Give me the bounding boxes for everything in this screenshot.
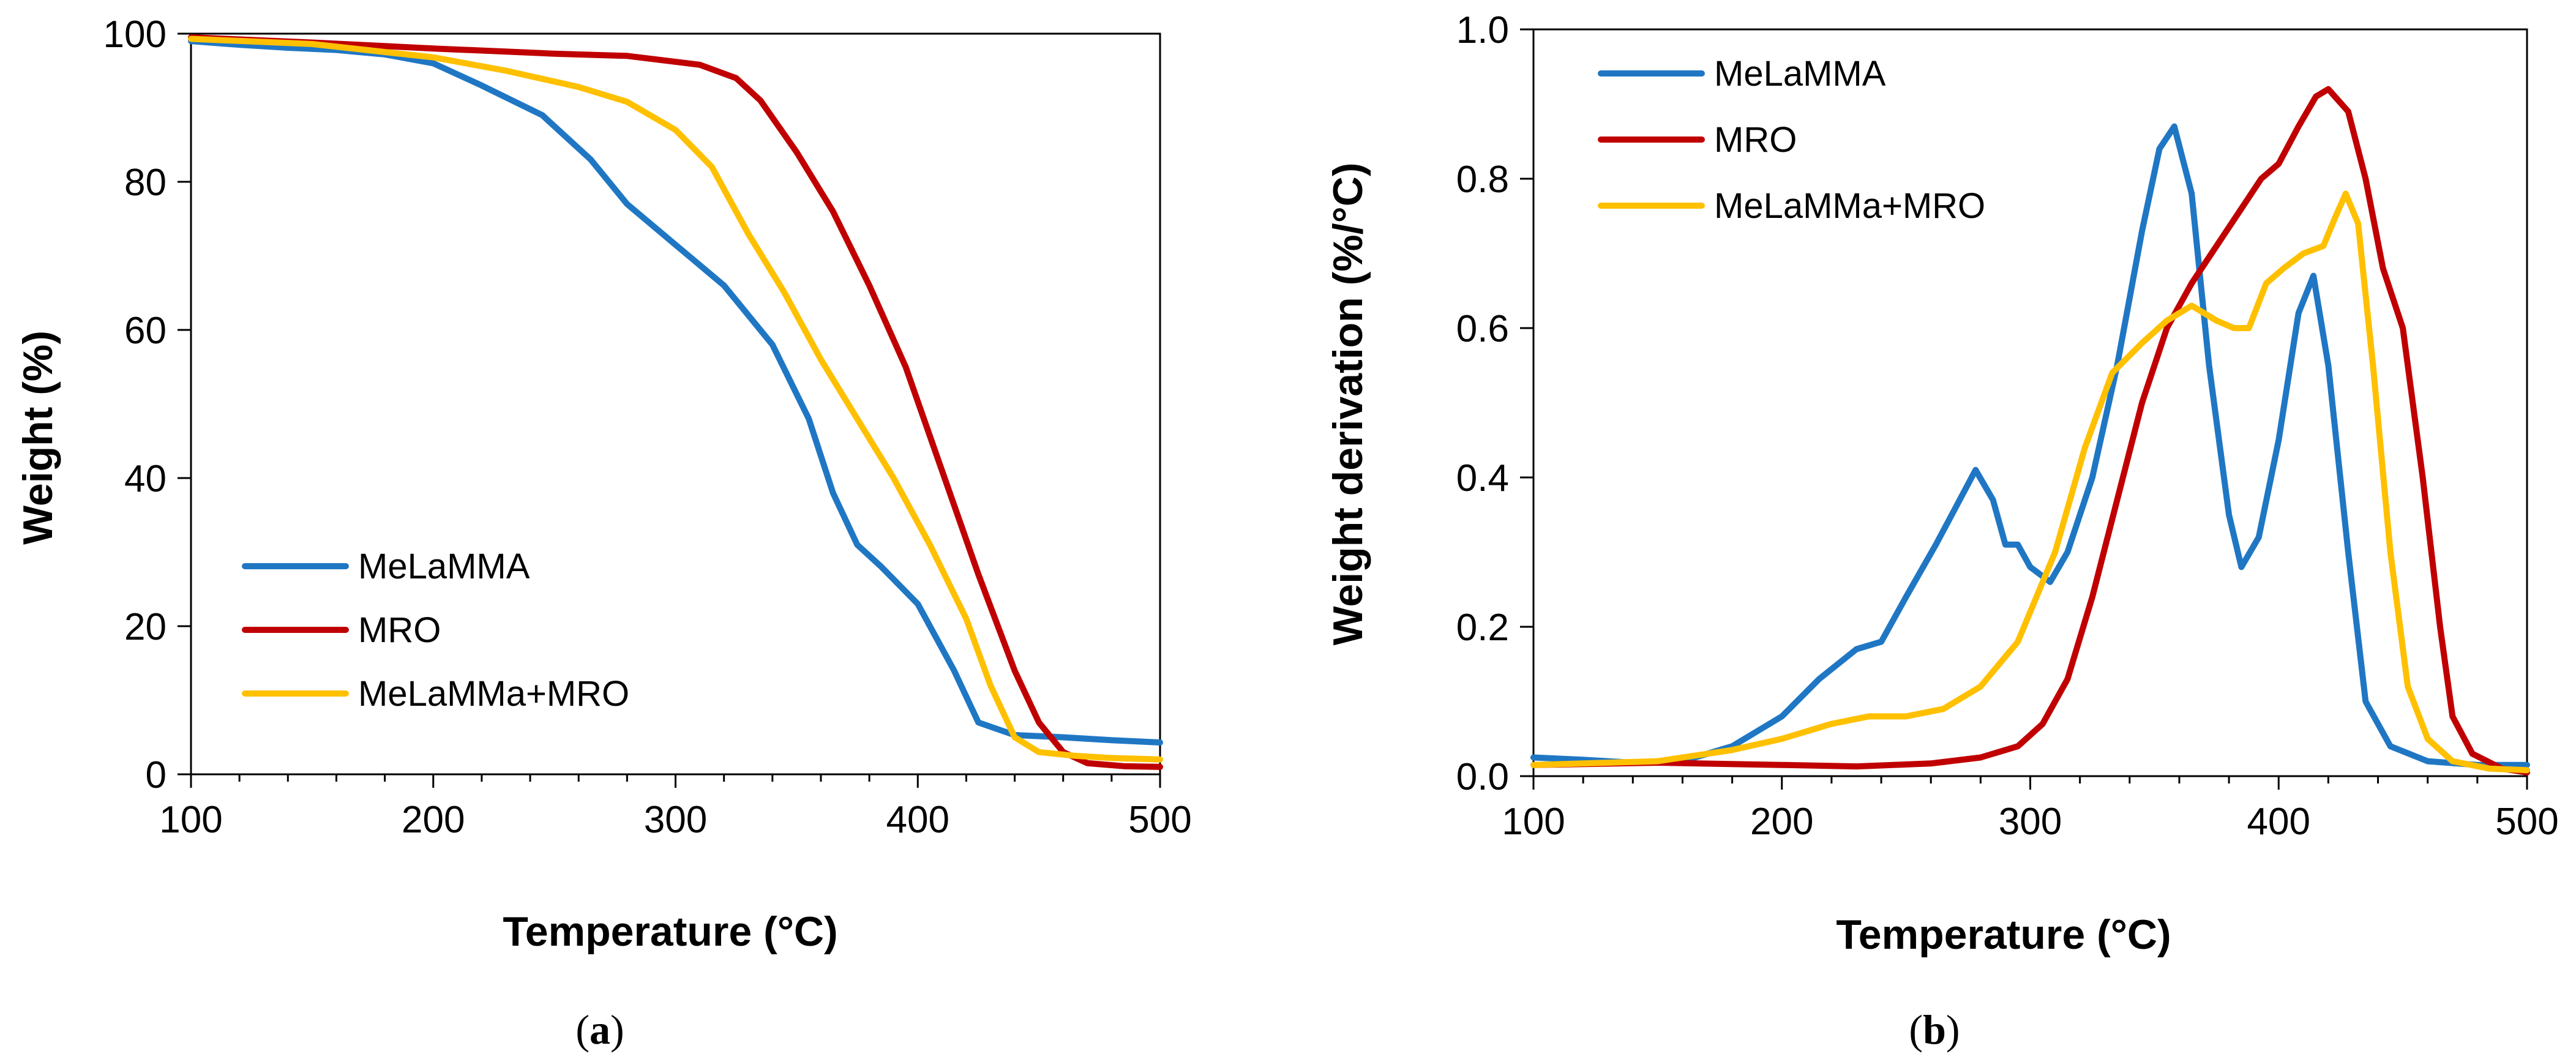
legend-label-a: MeLaMMa+MRO [358, 674, 629, 714]
y-tick-label-a: 80 [124, 162, 167, 204]
x-tick-label-a: 100 [159, 799, 222, 841]
x-tick-label-b: 200 [1750, 801, 1813, 843]
legend-label-b: MeLaMMA [1714, 54, 1886, 94]
legend-label-b: MeLaMMa+MRO [1714, 186, 1985, 226]
legend-label-a: MRO [358, 610, 441, 650]
x-axis-title-b: Temperature (°C) [1836, 911, 2171, 958]
y-axis-title-b: Weight derivation (%/°C) [1325, 162, 1371, 645]
series-line-melamma-b [1530, 123, 2530, 768]
x-tick-label-b: 100 [1502, 801, 1565, 843]
chart-panel-b: 100 200 300 400 500 0.0 0.2 0.4 0.6 0.8 1.0 MeLaMMA… [1325, 9, 2559, 1053]
y-tick-label-a: 60 [124, 310, 167, 352]
y-tick-label-b: 0.0 [1456, 756, 1509, 798]
x-tick-label-b: 400 [2247, 801, 2310, 843]
caption-letter-a: a [590, 1006, 610, 1053]
y-tick-label-a: 0 [146, 754, 167, 796]
y-tick-label-a: 40 [124, 458, 167, 500]
y-tick-label-b: 0.6 [1456, 308, 1509, 350]
plot-area-a: 100 200 300 400 500 0 20 40 60 80 100 MeLaMMA MRO MeL… [103, 13, 1192, 841]
y-axis-title-a: Weight (%) [15, 331, 61, 545]
y-tick-label-b: 1.0 [1456, 9, 1509, 51]
x-tick-label-a: 300 [644, 799, 707, 841]
legend-label-b: MRO [1714, 120, 1797, 160]
y-tick-label-a: 100 [103, 13, 167, 56]
x-tick-label-a: 200 [402, 799, 465, 841]
series-line-melamma-mro-a [188, 36, 1163, 763]
series-line-mro-a [188, 34, 1163, 770]
legend-label-a: MeLaMMA [358, 547, 530, 586]
series-line-melamma-mro-b [1530, 190, 2530, 774]
plot-area-b: 100 200 300 400 500 0.0 0.2 0.4 0.6 0.8 1.0 MeLaMMA… [1456, 9, 2559, 843]
x-axis-title-a: Temperature (°C) [503, 908, 837, 955]
caption-a: (a) [575, 1006, 624, 1053]
chart-panel-a: 100 200 300 400 500 0 20 40 60 80 100 MeLaMMA MRO MeL… [15, 13, 1192, 1053]
caption-letter-b: b [1923, 1006, 1946, 1053]
y-tick-label-b: 0.2 [1456, 607, 1509, 649]
x-tick-label-b: 500 [2495, 801, 2558, 843]
x-tick-label-b: 300 [1999, 801, 2062, 843]
caption-b: (b) [1909, 1006, 1960, 1053]
y-tick-label-b: 0.4 [1456, 457, 1509, 499]
x-tick-label-a: 500 [1128, 799, 1191, 841]
series-line-mro-b [1530, 86, 2530, 776]
x-tick-label-a: 400 [886, 799, 949, 841]
y-tick-label-a: 20 [124, 606, 167, 648]
y-tick-label-b: 0.8 [1456, 159, 1509, 201]
